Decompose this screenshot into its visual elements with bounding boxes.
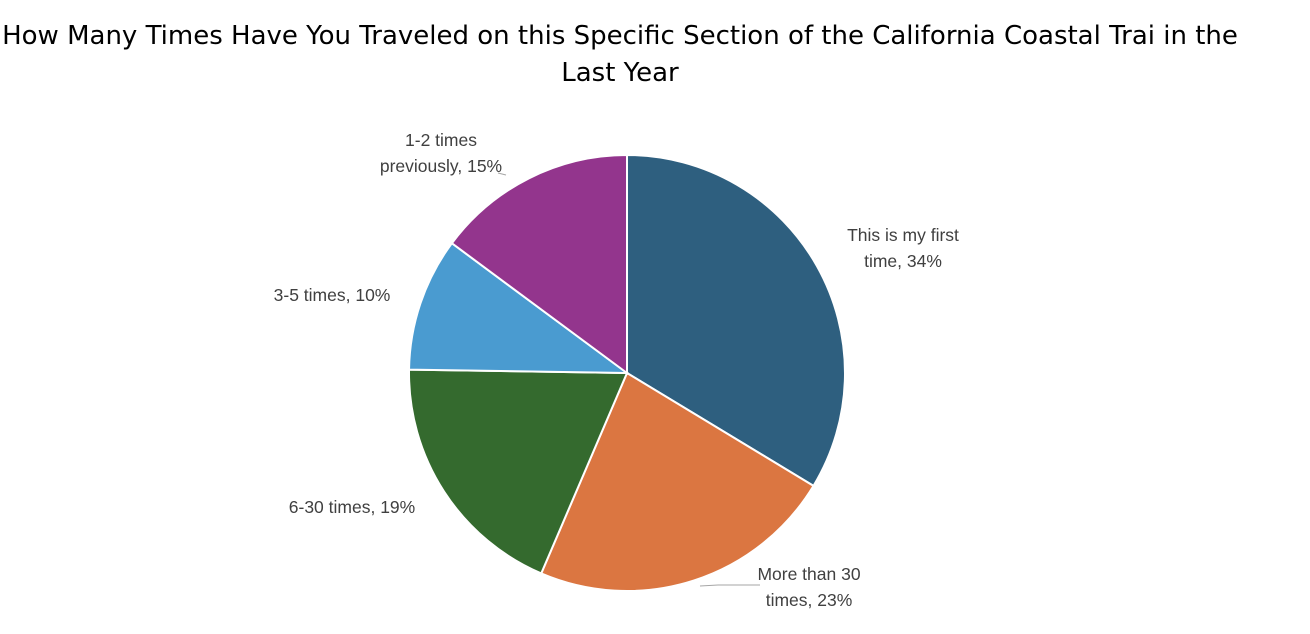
data-label-line: previously, 15%: [380, 156, 502, 176]
data-label-line: 3-5 times, 10%: [274, 285, 391, 305]
pie-slice-more-than-30-times: [539, 371, 815, 592]
chart-title: How Many Times Have You Traveled on this…: [2, 21, 1238, 88]
leader-line: [497, 172, 507, 176]
data-label: 6-30 times, 19%: [289, 497, 415, 517]
leader-lines: [497, 172, 760, 587]
data-label-line: times, 23%: [766, 590, 853, 610]
leader-line: [699, 584, 760, 587]
data-label-line: 1-2 times: [405, 130, 477, 150]
data-label: 3-5 times, 10%: [274, 285, 391, 305]
data-label: This is my first time, 34%: [847, 225, 959, 271]
data-label-line: More than 30: [757, 564, 860, 584]
pie-slices: [408, 153, 846, 592]
data-labels: This is my first time, 34% More than 30 tim…: [274, 130, 959, 610]
data-label-line: time, 34%: [864, 251, 942, 271]
pie-slice-1-2-times-previously: [450, 153, 628, 375]
data-label-line: This is my first: [847, 225, 959, 245]
pie-slice-6-30-times: [408, 368, 629, 575]
data-label: 1-2 times previously, 15%: [380, 130, 502, 176]
data-label-line: 6-30 times, 19%: [289, 497, 415, 517]
data-label: More than 30 times, 23%: [757, 564, 860, 610]
pie-slice-3-5-times: [408, 241, 631, 375]
pie-slice-this-is-my-first-time: [626, 153, 846, 488]
